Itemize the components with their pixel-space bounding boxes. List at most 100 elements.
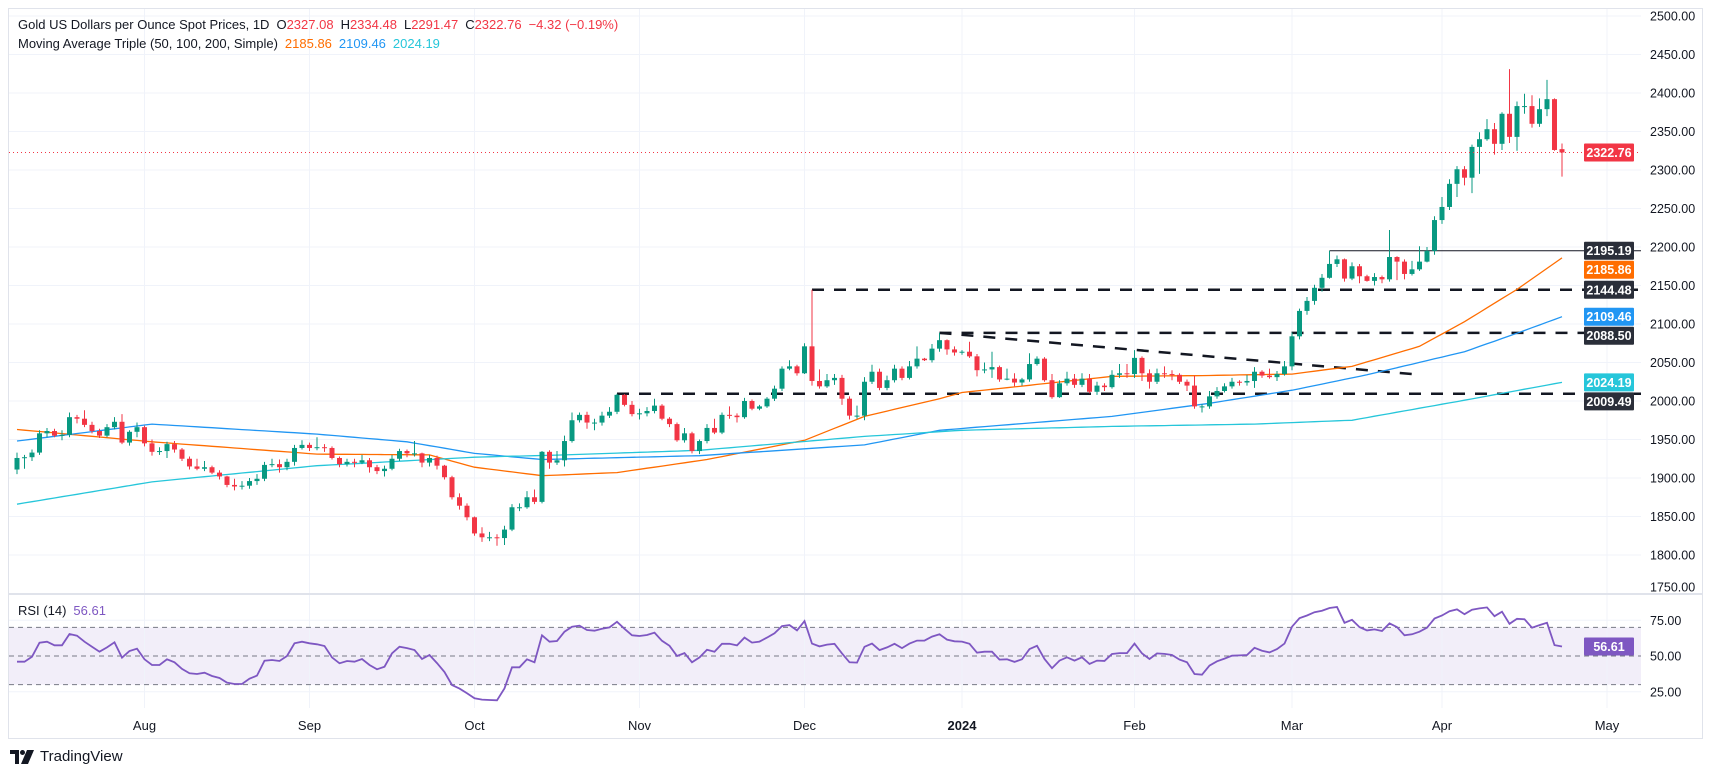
candle-body (622, 394, 627, 405)
change-value: −4.32 (−0.19%) (528, 17, 619, 32)
candle (734, 413, 740, 423)
candle-body (1409, 269, 1415, 274)
candle-body (697, 441, 702, 452)
candle-body (1289, 336, 1295, 367)
rsi-pane[interactable] (17, 606, 1563, 702)
candle-body (82, 418, 87, 425)
candle (1529, 95, 1535, 128)
candle (262, 461, 267, 482)
candle (1087, 374, 1092, 394)
candle (1244, 374, 1250, 386)
candle (134, 422, 140, 438)
candle (794, 364, 800, 376)
candle (164, 441, 170, 458)
ma-indicator-title[interactable]: Moving Average Triple (50, 100, 200, Sim… (18, 36, 278, 51)
level-price-tag-text: 2009.49 (1586, 395, 1631, 409)
candle (149, 439, 155, 456)
level-price-tag: 2195.19 (1584, 241, 1634, 260)
candle (464, 503, 470, 521)
candle-body (359, 460, 365, 463)
tradingview-logo[interactable]: TradingView (10, 748, 123, 765)
candle-body (1177, 374, 1182, 382)
candle-body (1147, 373, 1152, 382)
candle-body (104, 427, 110, 436)
candle-body (67, 417, 72, 435)
candle-body (472, 517, 477, 534)
candle (1409, 260, 1415, 276)
price-axis-label: 2100.00 (1650, 318, 1695, 332)
candle-body (712, 427, 717, 433)
candle-body (1222, 386, 1227, 391)
candle (1267, 368, 1272, 379)
moving-average-line-ma100 (16, 316, 1563, 461)
candle (502, 525, 507, 545)
candle (1259, 370, 1265, 378)
candle-body (1034, 358, 1040, 365)
candle (1477, 132, 1482, 174)
main-pane[interactable] (14, 69, 1642, 546)
candle-body (1454, 169, 1460, 184)
candle (209, 465, 215, 475)
candle (952, 346, 957, 356)
candle (344, 458, 350, 467)
close-label: C (465, 17, 475, 32)
candle-body (1094, 385, 1100, 392)
candle (584, 411, 590, 429)
candle-body (1522, 106, 1527, 108)
candle (314, 437, 320, 451)
candle-body (659, 405, 665, 419)
candle-body (847, 398, 852, 416)
candle-body (232, 484, 237, 487)
candle-body (1319, 277, 1325, 288)
candle (599, 411, 605, 426)
candle-body (1559, 149, 1565, 153)
candle (727, 406, 732, 419)
candle-body (1304, 300, 1310, 311)
candle (959, 350, 965, 355)
candle (914, 346, 920, 369)
candle-body (554, 460, 560, 463)
candle (1042, 357, 1047, 382)
candle (1027, 353, 1032, 382)
candle-body (1499, 113, 1505, 144)
candle (1379, 275, 1385, 284)
candle (1079, 373, 1085, 388)
candle (479, 527, 485, 542)
level-price-tag-bg (1584, 280, 1634, 299)
candle-body (179, 449, 185, 459)
level-price-tag: 2144.48 (1584, 280, 1634, 299)
candle-body (802, 346, 807, 374)
price-axis-label: 1850.00 (1650, 510, 1695, 524)
low-value: 2291.47 (411, 17, 459, 32)
candle-body (1214, 390, 1220, 397)
candle (907, 360, 912, 380)
candle-body (629, 404, 635, 415)
candle (1147, 369, 1152, 389)
symbol-title[interactable]: Gold US Dollars per Ounce Spot Prices, 1… (18, 17, 270, 32)
candle (337, 456, 342, 468)
candle (1507, 69, 1512, 144)
candle-body (884, 380, 890, 388)
candle-body (37, 433, 42, 453)
candle-body (142, 427, 147, 444)
candle-body (832, 377, 837, 381)
candle (554, 451, 560, 465)
candle-body (52, 431, 57, 436)
candle-body (164, 444, 170, 452)
time-axis-label: Dec (793, 718, 817, 733)
candle (442, 464, 447, 480)
candle-body (1334, 259, 1340, 264)
candle (247, 478, 252, 489)
candle-body (262, 464, 267, 479)
candle-body (577, 414, 582, 421)
candle-body (1544, 99, 1550, 110)
time-axis-label: Apr (1432, 718, 1453, 733)
candle-body (1237, 381, 1242, 383)
ma-price-tag-text: 2109.46 (1586, 310, 1631, 324)
rsi-title[interactable]: RSI (14) (18, 603, 67, 618)
candle-body (524, 497, 530, 508)
candle (352, 458, 357, 468)
candle (659, 404, 665, 421)
candle-body (412, 453, 417, 455)
